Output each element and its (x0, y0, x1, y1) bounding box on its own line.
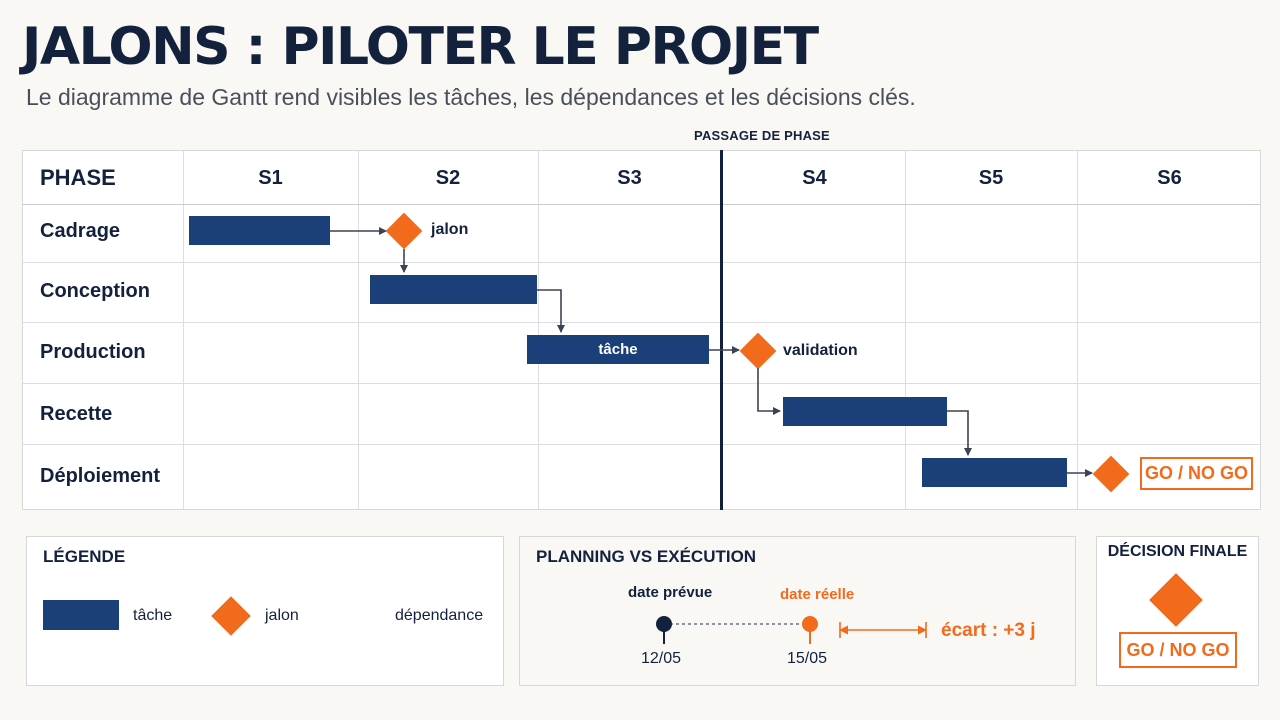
legend-panel: LÉGENDE tâche jalon dépendance (26, 536, 504, 686)
planning-panel: PLANNING VS EXÉCUTION (519, 536, 1076, 686)
task-bar-conception (370, 275, 537, 304)
milestone-label-jalon: jalon (431, 221, 469, 238)
week-header-s4: S4 (802, 166, 827, 189)
task-bar-deploiement (922, 458, 1067, 487)
row-label-deploiement: Déploiement (40, 465, 161, 487)
grid-column-line (183, 151, 184, 509)
phase-column-header: PHASE (40, 165, 116, 190)
milestone-label-validation: validation (783, 342, 858, 359)
grid-row-line (23, 444, 1260, 445)
final-decision-go-no-go: GO / NO GO (1119, 632, 1237, 668)
grid-column-line (358, 151, 359, 509)
grid-row-line (23, 383, 1260, 384)
legend-milestone-icon (211, 596, 251, 636)
phase-pass-line (720, 150, 723, 510)
planning-title: PLANNING VS EXÉCUTION (536, 547, 757, 566)
legend-title: LÉGENDE (43, 547, 126, 566)
row-label-cadrage: Cadrage (40, 220, 121, 242)
planned-date-label: date prévue (628, 584, 713, 601)
row-label-conception: Conception (40, 280, 150, 302)
planned-date-value: 12/05 (641, 650, 682, 667)
legend-dependency-label: dépendance (395, 607, 484, 624)
grid-row-line (23, 322, 1260, 323)
page-title: JALONS : PILOTER LE PROJET (22, 17, 819, 77)
legend-milestone-label: jalon (265, 607, 299, 624)
grid-header-line (23, 204, 1260, 205)
week-header-s5: S5 (978, 166, 1004, 189)
row-label-production: Production (40, 341, 146, 363)
week-header-s1: S1 (258, 166, 283, 189)
week-header-s6: S6 (1157, 166, 1182, 189)
gantt-chart: PHASE S1 S2 S3 S4 S5 S6 Cadrage Concepti… (22, 150, 1261, 510)
task-bar-label: tâche (598, 341, 638, 358)
grid-row-line (23, 262, 1260, 263)
gap-value: écart : +3 j (941, 620, 1036, 641)
task-bar-cadrage (189, 216, 330, 245)
week-header-s3: S3 (617, 166, 642, 189)
final-decision-panel: DÉCISION FINALE GO / NO GO (1096, 536, 1259, 686)
task-bar-production: tâche (527, 335, 709, 364)
actual-date-value: 15/05 (787, 650, 828, 667)
legend-task-label: tâche (133, 607, 173, 624)
row-label-recette: Recette (40, 403, 113, 425)
week-header-s2: S2 (435, 166, 461, 189)
task-bar-recette (783, 397, 947, 426)
final-decision-diamond-icon (1149, 573, 1203, 627)
grid-column-line (1077, 151, 1078, 509)
legend-task-swatch (43, 600, 119, 630)
grid-column-line (905, 151, 906, 509)
final-decision-title: DÉCISION FINALE (1107, 543, 1248, 560)
phase-pass-label: PASSAGE DE PHASE (694, 128, 830, 143)
page-subtitle: Le diagramme de Gantt rend visibles les … (26, 84, 916, 110)
gantt-go-no-go-box: GO / NO GO (1140, 457, 1253, 490)
actual-date-label: date réelle (780, 586, 855, 603)
